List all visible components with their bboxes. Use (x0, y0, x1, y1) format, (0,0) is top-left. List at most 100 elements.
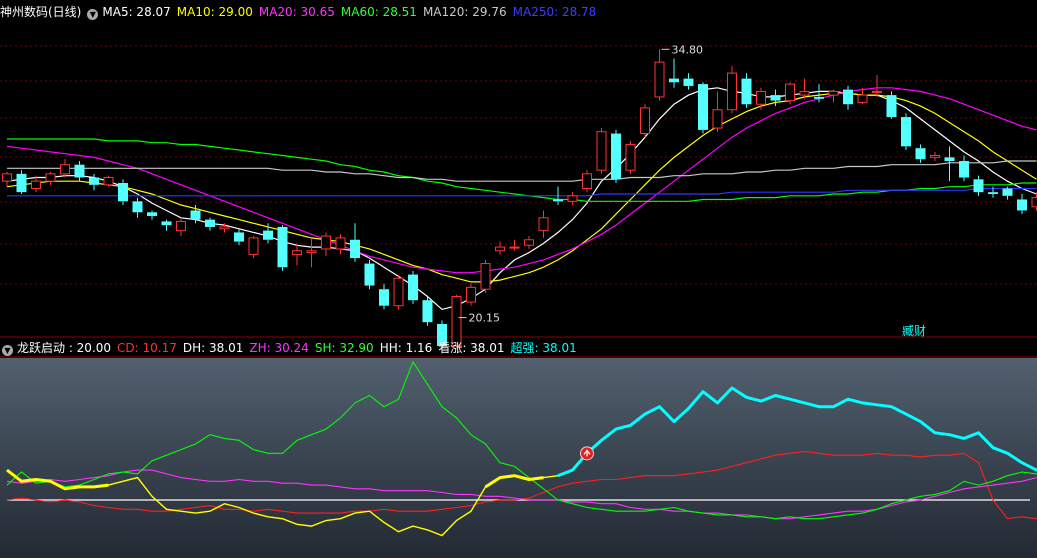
ma5-label: MA5: 28.07 (102, 5, 171, 19)
candle-body (437, 324, 447, 346)
cd-line (6, 450, 1037, 520)
candle-body (973, 179, 984, 193)
candle-body (944, 157, 955, 162)
candle (2, 172, 12, 187)
candle (770, 89, 781, 107)
candle (350, 223, 360, 262)
candle-body (60, 164, 70, 175)
candle-body (901, 117, 911, 147)
candle-body (466, 286, 476, 303)
indicator-title: 龙跃启动 : 20.00 (17, 341, 112, 355)
candle (654, 49, 665, 101)
indicator-legend: ▼ 龙跃启动 : 20.00 CD: 10.17 DH: 38.01 ZH: 30.24… (0, 338, 583, 358)
ma20-label: MA20: 30.65 (258, 5, 335, 19)
annotation-label: 20.15 (469, 312, 501, 325)
candle (988, 186, 998, 198)
candle-body (553, 199, 563, 202)
candle-body (857, 94, 868, 103)
candle-body (379, 289, 389, 306)
candle (16, 170, 27, 194)
price-annotation: 20.15 (458, 312, 501, 325)
candle (480, 259, 491, 293)
candle (712, 91, 723, 132)
candle (277, 225, 288, 271)
ma250-label: MA250: 28.78 (512, 5, 597, 19)
candle (973, 175, 984, 196)
candle (132, 197, 143, 218)
dh-highlight-line (484, 474, 544, 489)
candle-body (669, 78, 679, 83)
zh-line (6, 469, 1037, 520)
candle (901, 113, 911, 151)
candle-body (959, 161, 969, 178)
candle-body (393, 277, 404, 307)
candle (741, 73, 752, 108)
moving-average-lines (6, 87, 1037, 311)
candle-body (234, 232, 244, 242)
chaoqiang-label: 超强: 38.01 (510, 341, 577, 355)
candle-body (45, 173, 56, 182)
candle-body (132, 201, 143, 213)
candle (89, 173, 99, 191)
candle-body (741, 78, 752, 105)
candle (495, 241, 505, 255)
sh-line (6, 360, 1037, 520)
dh-label: DH: 38.01 (182, 341, 244, 355)
candle (799, 78, 810, 99)
candle (161, 219, 172, 231)
price-annotations: 34.80 20.15 (458, 43, 703, 325)
candlestick-series[interactable] (2, 49, 1037, 350)
candle (582, 170, 592, 193)
candle-body (785, 83, 795, 102)
chaoqiang-line (557, 386, 1037, 478)
candle-body (799, 90, 810, 96)
candle-body (364, 263, 375, 286)
candle-body (2, 173, 12, 182)
candle-body (190, 210, 201, 220)
candle-body (872, 90, 882, 93)
candle-body (640, 107, 650, 135)
candle-body (219, 226, 230, 230)
candle-body (683, 78, 694, 86)
candle (538, 210, 549, 238)
candle (1031, 192, 1037, 211)
kanzhang-label: 看涨: 38.01 (438, 341, 505, 355)
candle-body (263, 230, 273, 240)
price-annotation: 34.80 (661, 43, 703, 56)
candle-body (843, 89, 853, 105)
chevron-down-icon[interactable]: ▼ (2, 345, 13, 356)
candle-body (712, 109, 723, 129)
candle (1002, 186, 1013, 200)
candle (205, 217, 215, 231)
candle (306, 237, 317, 268)
candle-body (103, 177, 114, 186)
candle-body (524, 239, 534, 246)
candle (524, 236, 534, 249)
candle (915, 144, 926, 163)
candle (640, 104, 650, 138)
candle (698, 82, 708, 134)
candle (756, 87, 766, 110)
candle (669, 58, 679, 88)
candle-body (335, 237, 346, 250)
candle-body (814, 96, 824, 99)
ma60-label: MA60: 28.51 (340, 5, 417, 19)
candle (466, 283, 476, 306)
candle (843, 85, 853, 110)
chevron-down-icon[interactable]: ▼ (87, 9, 99, 20)
candle-body (988, 192, 998, 194)
candle (45, 172, 56, 185)
candle-body (118, 182, 128, 202)
candle (596, 128, 607, 174)
candle-body (321, 235, 331, 250)
hh-label: HH: 1.16 (379, 341, 433, 355)
candle (567, 192, 578, 205)
candle (828, 89, 839, 103)
candle-body (161, 221, 172, 226)
stock-title: 神州数码(日线) (0, 5, 82, 19)
candle (176, 217, 186, 237)
ma20-line (6, 87, 1037, 274)
candle (393, 274, 404, 310)
candle-body (727, 72, 737, 111)
